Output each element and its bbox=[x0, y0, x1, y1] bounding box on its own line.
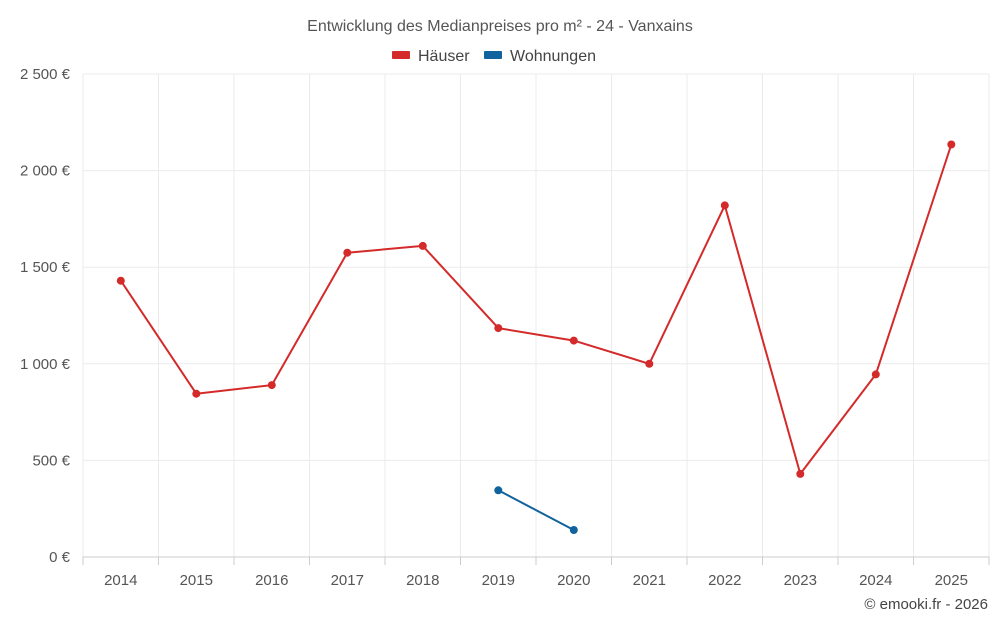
chart-title: Entwicklung des Medianpreises pro m² - 2… bbox=[307, 18, 693, 35]
x-tick-label: 2021 bbox=[633, 572, 666, 589]
y-tick-label: 500 € bbox=[32, 452, 70, 469]
legend-swatch-wohnungen bbox=[484, 51, 502, 59]
legend-item-haeuser[interactable]: Häuser bbox=[392, 48, 470, 65]
data-point-haeuser-2015[interactable] bbox=[192, 389, 201, 398]
x-tick-label: 2025 bbox=[935, 572, 968, 589]
x-tick-label: 2022 bbox=[708, 572, 741, 589]
y-tick-label: 1 500 € bbox=[20, 259, 71, 276]
x-tick-label: 2020 bbox=[557, 572, 590, 589]
data-point-haeuser-2014[interactable] bbox=[116, 276, 125, 285]
legend-label-wohnungen: Wohnungen bbox=[510, 48, 596, 65]
data-point-haeuser-2024[interactable] bbox=[871, 370, 880, 379]
data-point-haeuser-2022[interactable] bbox=[720, 201, 729, 210]
series-line-wohnungen bbox=[497, 489, 575, 531]
data-point-wohnungen-2020[interactable] bbox=[569, 526, 578, 534]
x-tick-label: 2015 bbox=[180, 572, 213, 589]
x-tick-label: 2016 bbox=[255, 572, 288, 589]
data-point-haeuser-2025[interactable] bbox=[947, 140, 956, 149]
y-tick-label: 0 € bbox=[49, 549, 71, 566]
x-tick-label: 2018 bbox=[406, 572, 439, 589]
grid bbox=[82, 73, 990, 557]
y-tick-label: 2 000 € bbox=[20, 163, 71, 180]
data-point-haeuser-2016[interactable] bbox=[267, 381, 276, 390]
x-tick-label: 2017 bbox=[331, 572, 364, 589]
y-tick-label: 1 000 € bbox=[20, 356, 71, 373]
legend-swatch-haeuser bbox=[392, 51, 410, 59]
data-point-haeuser-2023[interactable] bbox=[796, 469, 805, 478]
y-tick-label: 2 500 € bbox=[20, 66, 71, 83]
series-line-haeuser bbox=[119, 144, 953, 475]
legend-item-wohnungen[interactable]: Wohnungen bbox=[484, 48, 596, 65]
axes: 0 € 500 € 1 000 € 1 500 € 2 000 € 2 500 € 2014… bbox=[20, 66, 990, 589]
x-tick-label: 2023 bbox=[784, 572, 817, 589]
data-point-haeuser-2018[interactable] bbox=[418, 241, 427, 250]
data-point-wohnungen-2019[interactable] bbox=[494, 486, 503, 495]
x-tick-label: 2019 bbox=[482, 572, 515, 589]
legend-label-haeuser: Häuser bbox=[418, 48, 470, 65]
data-point-haeuser-2017[interactable] bbox=[343, 248, 352, 257]
x-tick-label: 2024 bbox=[859, 572, 892, 589]
plot-area bbox=[116, 140, 956, 534]
data-point-haeuser-2019[interactable] bbox=[494, 324, 503, 333]
credit-label: © emooki.fr - 2026 bbox=[864, 596, 988, 613]
data-point-haeuser-2020[interactable] bbox=[569, 336, 578, 345]
legend: Häuser Wohnungen bbox=[392, 48, 596, 65]
x-tick-label: 2014 bbox=[104, 572, 137, 589]
data-point-haeuser-2021[interactable] bbox=[645, 359, 654, 368]
